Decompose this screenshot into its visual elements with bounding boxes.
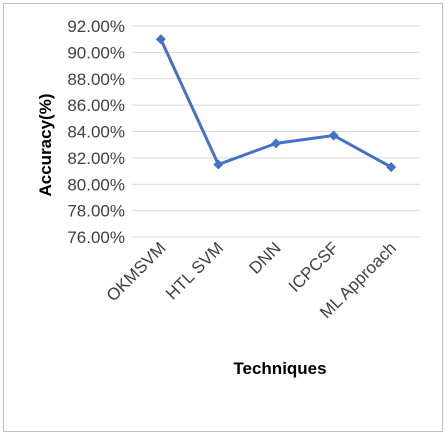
chart-frame [3, 3, 443, 432]
y-axis-title: Accuracy(%) [36, 94, 55, 197]
y-axis-tick-labels: 76.00% 78.00% 80.00% 82.00% 84.00% 86.00% 88.0… [67, 17, 125, 247]
x-tick-label: ICPCSF [285, 238, 343, 296]
y-tick-label: 80.00% [67, 175, 125, 194]
y-tick-label: 92.00% [67, 17, 125, 36]
y-tick-label: 78.00% [67, 202, 125, 221]
y-tick-label: 76.00% [67, 228, 125, 247]
y-tick-label: 90.00% [67, 43, 125, 62]
x-tick-label: HTL SVM [162, 238, 227, 303]
y-tick-label: 88.00% [67, 70, 125, 89]
x-axis-title: Techniques [233, 359, 326, 378]
series-group [155, 34, 397, 173]
data-point-marker [271, 138, 281, 149]
x-tick-label: DNN [245, 238, 284, 277]
x-tick-label: OKMSVM [103, 238, 170, 305]
data-point-marker [155, 34, 166, 45]
y-tick-label: 84.00% [67, 123, 125, 142]
y-tick-label: 86.00% [67, 96, 125, 115]
data-point-marker [386, 162, 397, 173]
gridlines [132, 25, 420, 238]
data-point-marker [213, 159, 224, 170]
y-tick-label: 82.00% [67, 149, 125, 168]
data-point-marker [328, 130, 339, 141]
